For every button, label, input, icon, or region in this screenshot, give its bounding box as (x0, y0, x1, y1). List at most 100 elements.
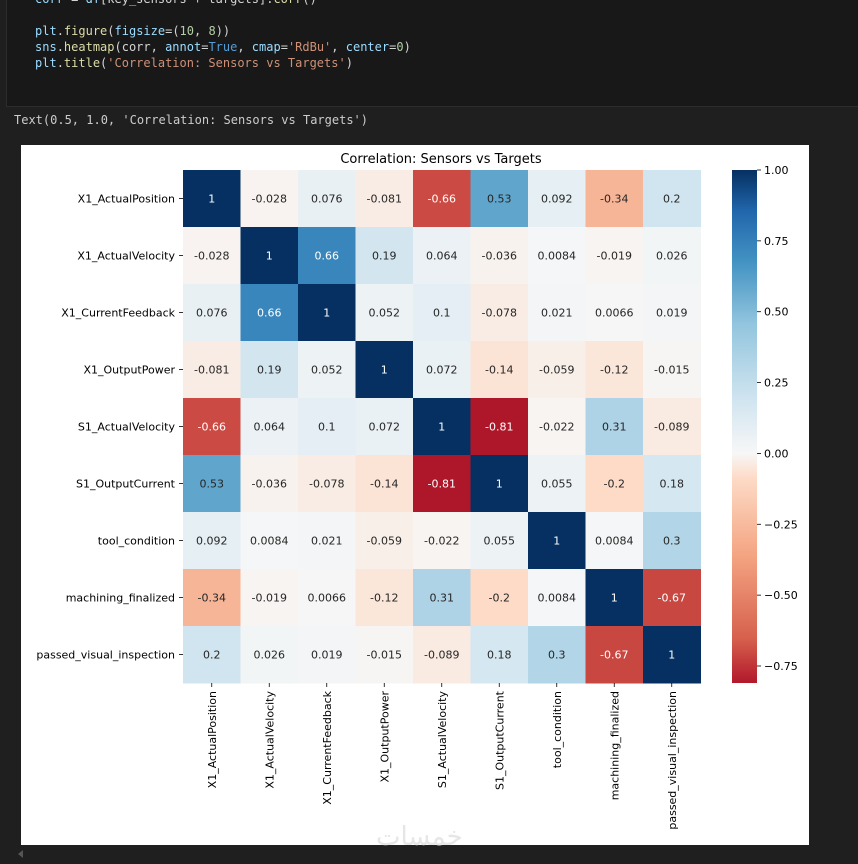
cell-annotation: 0.0084 (538, 592, 577, 605)
code-token: . (56, 24, 64, 38)
heatmap-cell (413, 170, 471, 228)
heatmap-cell (528, 398, 586, 456)
cell-output-text: Text(0.5, 1.0, 'Correlation: Sensors vs … (14, 113, 369, 127)
heatmap-cell (470, 626, 529, 684)
y-tick-label: passed_visual_inspection (36, 649, 175, 662)
cell-annotation: 0.021 (311, 535, 343, 548)
x-tick-label: X1_CurrentFeedback (321, 690, 334, 804)
heatmap-cell (585, 626, 644, 684)
scroll-left-icon[interactable] (18, 850, 23, 858)
cell-annotation: 0.0084 (538, 250, 577, 263)
cell-annotation: 1 (611, 592, 618, 605)
heatmap-cell (528, 284, 586, 342)
heatmap-cell (355, 626, 414, 684)
cell-annotation: -0.081 (194, 364, 229, 377)
cell-annotation: 0.53 (487, 193, 512, 206)
code-cell[interactable]: corr = df[key_sensors + targets].corr() … (6, 0, 858, 107)
cell-annotation: 0.026 (656, 250, 688, 263)
heatmap-cell (240, 398, 299, 456)
heatmap-cell (183, 284, 241, 342)
cell-annotation: -0.019 (597, 250, 632, 263)
cell-annotation: 0.0084 (250, 535, 289, 548)
heatmap-cell (298, 569, 356, 627)
cell-annotation: 0.3 (663, 535, 681, 548)
heatmap-cell (528, 455, 586, 513)
cell-annotation: -0.015 (367, 649, 402, 662)
heatmap-cell (240, 512, 299, 570)
cell-annotation: 0.66 (257, 307, 282, 320)
code-line: sns.heatmap(corr, annot=True, cmap='RdBu… (35, 39, 411, 55)
cell-annotation: 0.055 (541, 478, 573, 491)
heatmap-cell (298, 341, 356, 399)
cell-annotation: -0.81 (485, 421, 513, 434)
heatmap-cell (470, 569, 529, 627)
code-token: = (201, 40, 209, 54)
cell-annotation: -0.036 (482, 250, 517, 263)
cell-annotation: 0.31 (430, 592, 455, 605)
heatmap-cell (298, 626, 356, 684)
heatmap-cell (643, 284, 701, 342)
heatmap-cell (413, 569, 471, 627)
cell-annotation: 1 (496, 478, 503, 491)
code-line: plt.title('Correlation: Sensors vs Targe… (35, 55, 411, 71)
code-token: () (302, 0, 316, 6)
heatmap-cell (528, 512, 586, 570)
cell-annotation: 0.055 (484, 535, 516, 548)
heatmap-figure: Correlation: Sensors vs Targets 1 -0.028 0… (21, 145, 809, 845)
y-tick-label: S1_ActualVelocity (78, 421, 176, 434)
cell-annotation: 0.052 (311, 364, 343, 377)
cell-annotation: 0.18 (660, 478, 685, 491)
heatmap-cell (470, 512, 529, 570)
heatmap-cell (470, 455, 529, 513)
heatmap-cell (585, 398, 644, 456)
code-token: ) (345, 56, 353, 70)
heatmap-cell (355, 512, 414, 570)
cell-annotation: 1 (668, 649, 675, 662)
heatmap-cell (183, 398, 241, 456)
heatmap-cell (585, 569, 644, 627)
cell-annotation: 0.064 (254, 421, 286, 434)
x-tick-label: tool_condition (551, 691, 564, 768)
watermark-logo: خمسات (376, 822, 463, 852)
heatmap-cell (355, 569, 414, 627)
cell-annotation: 0.052 (369, 307, 401, 320)
cell-annotation: 0.019 (656, 307, 688, 320)
code-token: figure (63, 24, 108, 38)
colorbar-tick-label: 0.50 (764, 306, 789, 319)
code-token: ) (403, 40, 411, 54)
code-token: [key_sensors + targets]. (100, 0, 273, 6)
cell-annotation: 0.66 (315, 250, 340, 263)
cell-annotation: -0.059 (367, 535, 402, 548)
code-token: 0 (396, 40, 404, 54)
cell-annotation: -0.078 (309, 478, 344, 491)
colorbar-tick-label: 1.00 (764, 164, 789, 177)
code-token: title (63, 56, 101, 70)
heatmap-cell (298, 227, 356, 285)
x-tick-label: X1_ActualPosition (206, 691, 219, 788)
cell-annotation: 0.0066 (595, 307, 634, 320)
code-token: plt (35, 56, 57, 70)
colorbar-tick-label: 0.00 (764, 447, 789, 460)
heatmap-cell (585, 284, 644, 342)
heatmap-cell (298, 398, 356, 456)
cell-annotation: -0.2 (489, 592, 510, 605)
heatmap-cell (585, 170, 644, 228)
cell-annotation: -0.081 (367, 193, 402, 206)
heatmap-cell (643, 170, 701, 228)
cell-annotation: 0.092 (541, 193, 573, 206)
cell-annotation: 0.1 (318, 421, 336, 434)
y-tick-label: X1_ActualPosition (78, 193, 175, 206)
heatmap-cell (298, 455, 356, 513)
cell-annotation: -0.14 (485, 364, 513, 377)
cell-annotation: -0.059 (539, 364, 574, 377)
code-token: ( (100, 56, 108, 70)
heatmap-cell (470, 227, 529, 285)
x-tick-label: S1_OutputCurrent (493, 690, 506, 790)
code-token: , (194, 24, 209, 38)
heatmap-cell (528, 227, 586, 285)
x-tick-label: machining_finalized (608, 691, 621, 800)
colorbar-tick-label: 0.25 (764, 377, 789, 390)
code-editor[interactable]: corr = df[key_sensors + targets].corr() … (35, 0, 411, 71)
cell-annotation: 0.021 (541, 307, 573, 320)
heatmap-cell (183, 626, 241, 684)
